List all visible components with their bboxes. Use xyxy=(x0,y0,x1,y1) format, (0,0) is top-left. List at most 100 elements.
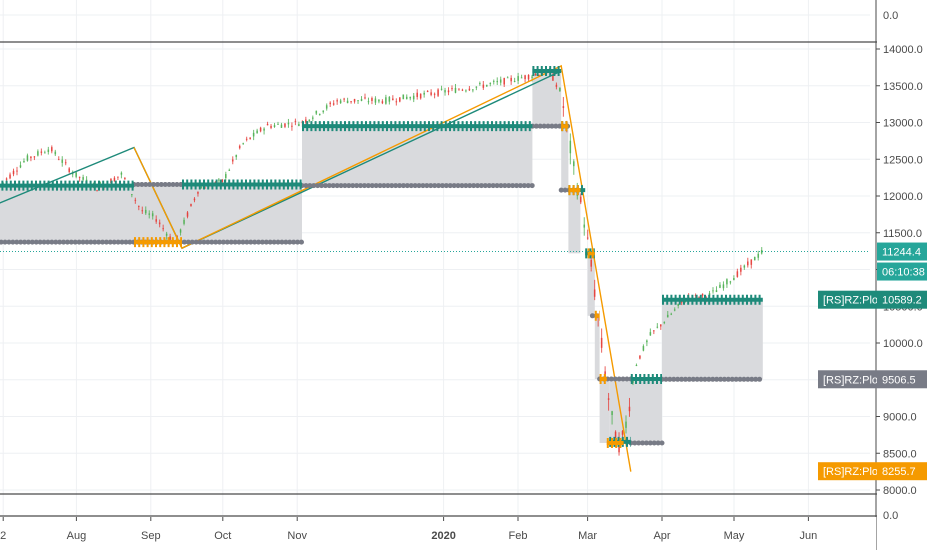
candle-body xyxy=(360,99,363,101)
candle-body xyxy=(51,147,53,152)
candle-body xyxy=(489,83,492,85)
zigzag-lines xyxy=(0,64,632,472)
candle-body xyxy=(639,355,641,359)
candle-body xyxy=(308,119,311,122)
candle-body xyxy=(760,250,763,254)
candle-body xyxy=(402,94,405,100)
candle-body xyxy=(151,213,154,217)
candle-body xyxy=(273,125,276,128)
last-price-badge xyxy=(877,242,927,261)
candle-body xyxy=(75,172,77,177)
y-tick-label: 9000.0 xyxy=(883,412,917,424)
candle-body xyxy=(649,332,652,336)
candle-body xyxy=(433,93,436,95)
candle-body xyxy=(447,90,450,93)
candle-body xyxy=(252,132,255,137)
candle-body xyxy=(437,89,439,96)
x-tick-label: Sep xyxy=(141,530,161,542)
candle-body xyxy=(280,124,283,128)
series-name-badge xyxy=(818,290,877,309)
series-name-badge xyxy=(818,462,877,481)
candle-body xyxy=(569,140,572,154)
candle-body xyxy=(235,155,238,158)
candle-body xyxy=(190,203,192,207)
x-tick-label: 2 xyxy=(0,530,6,542)
candle-body xyxy=(562,106,565,108)
candle-body xyxy=(684,301,686,303)
series-value-badge xyxy=(877,462,927,481)
candle-body xyxy=(371,98,373,102)
range-fill xyxy=(599,379,610,443)
time-axis[interactable]: 2 Aug Sep Oct Nov 2020 Feb Mar Apr May Jun xyxy=(0,517,876,550)
candle-body xyxy=(82,177,84,180)
candle-body xyxy=(646,340,648,343)
candle-body xyxy=(440,88,443,90)
candle-body xyxy=(642,346,645,351)
candle-body xyxy=(158,222,161,225)
candle-body xyxy=(677,303,679,306)
candle-body xyxy=(228,169,231,171)
candle-body xyxy=(19,165,22,168)
candle-body xyxy=(451,88,453,90)
candle-body xyxy=(416,92,418,97)
candle-body xyxy=(165,233,168,236)
candle-body xyxy=(353,98,356,102)
candle-body xyxy=(193,198,196,201)
candle-body xyxy=(586,237,589,239)
range-fill xyxy=(302,126,533,186)
candle-body xyxy=(465,90,467,92)
y-tick-label: 14000.0 xyxy=(883,44,923,56)
candle-body xyxy=(245,138,248,140)
range-fill xyxy=(561,126,569,191)
candle-body xyxy=(517,76,519,81)
candle-body xyxy=(607,398,610,400)
candle-body xyxy=(33,156,36,158)
candle-body xyxy=(179,229,182,233)
candle-body xyxy=(138,205,140,207)
candle-body xyxy=(197,191,199,194)
candle-body xyxy=(719,284,721,288)
gridlines xyxy=(0,0,870,515)
candle-body xyxy=(708,293,711,296)
candle-body xyxy=(628,406,631,412)
candle-body xyxy=(653,330,655,332)
countdown-badge xyxy=(877,262,927,281)
series-name-badge-text: [RS]RZ:Plot xyxy=(823,466,881,478)
series-value-badge xyxy=(877,370,927,389)
candle-body xyxy=(513,80,516,82)
candle-body xyxy=(124,178,126,180)
candle-body xyxy=(312,117,314,119)
candle-body xyxy=(423,92,425,95)
candle-body xyxy=(343,98,345,100)
candle-body xyxy=(315,110,318,114)
candle-body xyxy=(186,212,189,217)
candle-body xyxy=(454,87,457,93)
candle-body xyxy=(520,77,523,79)
candle-body xyxy=(30,156,32,159)
range-fill xyxy=(594,315,600,380)
candle-body xyxy=(701,293,704,296)
candle-body xyxy=(12,170,15,175)
x-tick-label: Feb xyxy=(509,530,528,542)
candle-body xyxy=(117,176,119,178)
candle-body xyxy=(346,100,349,104)
candle-body xyxy=(486,84,488,87)
candle-body xyxy=(266,123,269,126)
candle-body xyxy=(9,174,11,179)
candle-body xyxy=(468,88,471,91)
x-tick-label: Jun xyxy=(800,530,818,542)
candle-body xyxy=(750,259,753,265)
candle-body xyxy=(673,309,676,311)
countdown-badge-text: 06:10:38 xyxy=(882,267,925,279)
candle-body xyxy=(385,97,387,104)
y-tick-label: 12000.0 xyxy=(883,191,923,203)
candle-body xyxy=(54,151,57,155)
candle-body xyxy=(169,236,171,240)
candle-body xyxy=(510,77,512,82)
candle-body xyxy=(218,179,220,181)
candle-body xyxy=(68,168,70,172)
x-tick-label: Nov xyxy=(287,530,307,542)
candle-body xyxy=(37,151,39,156)
candle-body xyxy=(409,96,412,99)
